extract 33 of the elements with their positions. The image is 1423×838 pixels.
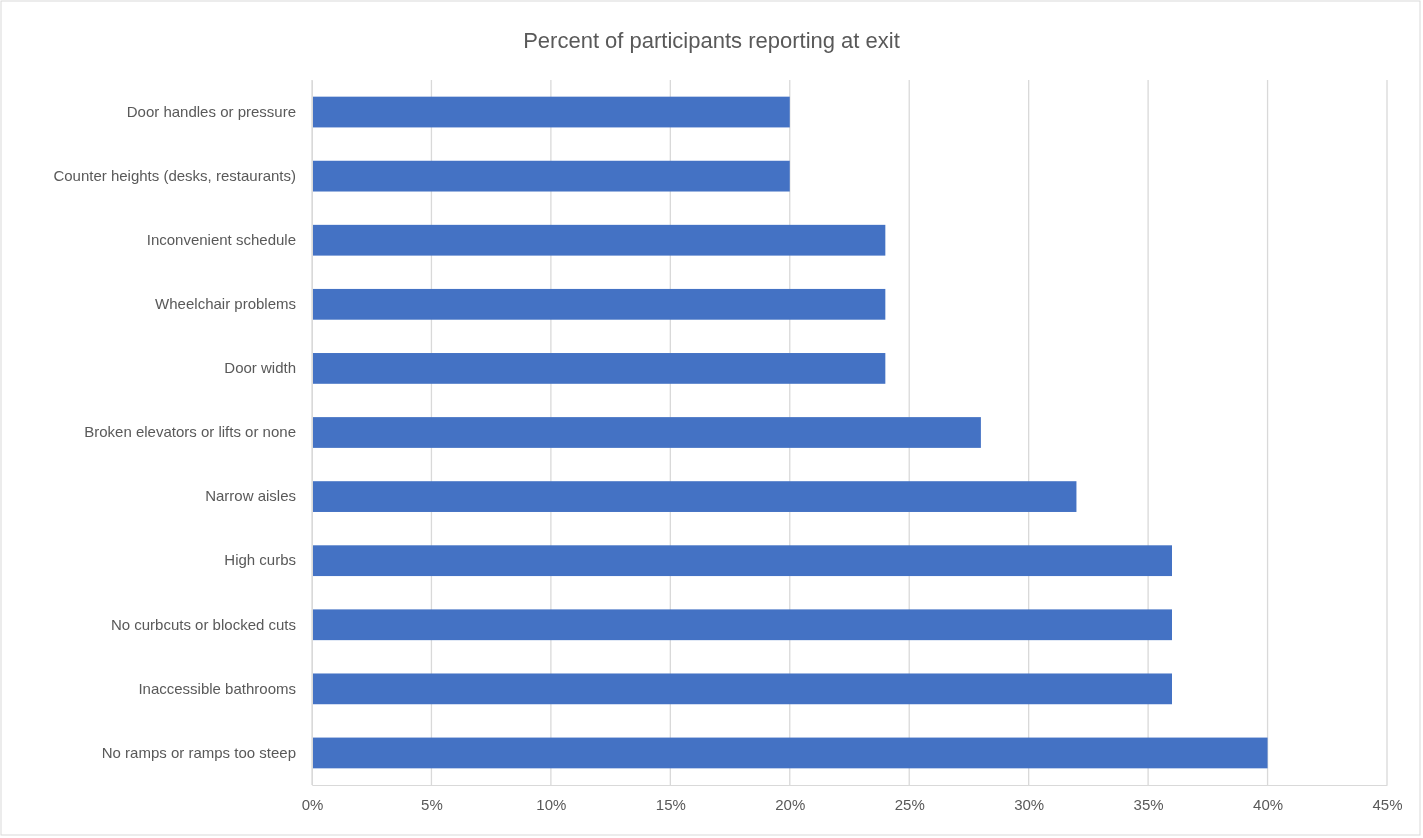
chart-title: Percent of participants reporting at exit xyxy=(523,28,900,53)
x-tick-label: 30% xyxy=(1014,795,1045,813)
y-tick-label: Narrow aisles xyxy=(205,487,296,505)
bar xyxy=(312,288,886,320)
y-tick-label: High curbs xyxy=(224,551,296,569)
y-tick-label: Inaccessible bathrooms xyxy=(138,679,296,697)
y-tick-label: Counter heights (desks, restaurants) xyxy=(53,166,296,184)
y-tick-label: No curbcuts or blocked cuts xyxy=(110,615,296,633)
x-tick-label: 35% xyxy=(1133,795,1164,813)
x-tick-label: 10% xyxy=(536,795,567,813)
y-tick-label: Broken elevators or lifts or none xyxy=(84,423,296,441)
y-tick-label: Door width xyxy=(224,359,296,377)
bar xyxy=(312,224,886,256)
y-tick-label: Door handles or pressure xyxy=(126,102,296,120)
bar xyxy=(312,481,1077,512)
x-tick-label: 0% xyxy=(301,795,324,813)
x-tick-label: 45% xyxy=(1372,795,1403,813)
bar xyxy=(312,96,790,128)
bar xyxy=(312,609,1172,641)
x-tick-label: 40% xyxy=(1253,795,1284,813)
y-tick-label: Wheelchair problems xyxy=(155,295,296,313)
bar xyxy=(312,545,1172,577)
bar xyxy=(312,417,981,448)
bar xyxy=(312,673,1172,705)
x-tick-label: 15% xyxy=(655,795,686,813)
bar xyxy=(312,353,886,384)
y-tick-label: No ramps or ramps too steep xyxy=(101,743,296,761)
bar xyxy=(312,160,790,192)
x-tick-label: 5% xyxy=(421,795,443,813)
bar xyxy=(312,737,1268,769)
x-tick-label: 20% xyxy=(775,795,806,813)
y-tick-label: Inconvenient schedule xyxy=(146,231,296,249)
x-tick-label: 25% xyxy=(894,795,925,813)
